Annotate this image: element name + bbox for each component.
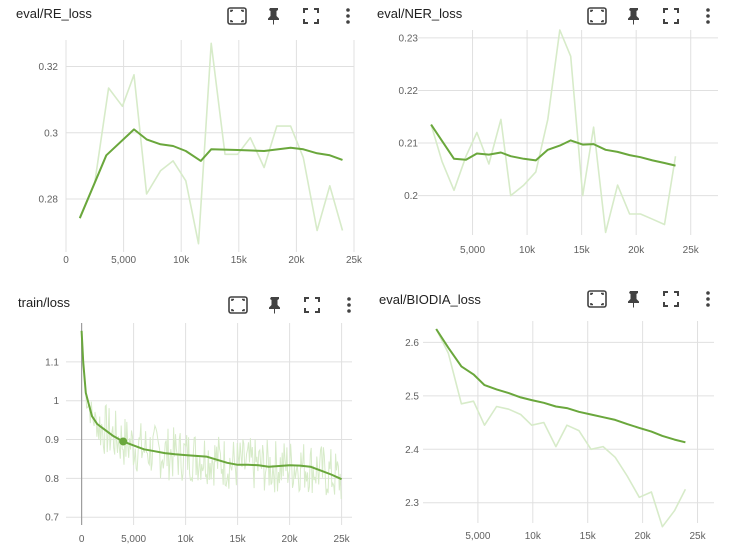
chart-toolbar	[226, 293, 356, 317]
x-tick-label: 5,000	[460, 245, 485, 256]
x-tick-label: 15k	[580, 531, 597, 542]
y-tick-label: 0.23	[399, 33, 419, 44]
x-tick-label: 10k	[178, 534, 195, 545]
x-tick-label: 10k	[173, 255, 190, 266]
fit-domain-icon	[663, 291, 679, 307]
more-options-button[interactable]	[696, 287, 720, 311]
y-tick-label: 0.2	[404, 191, 418, 202]
more-vert-icon	[346, 8, 350, 24]
y-tick-label: 0.22	[399, 86, 419, 97]
y-tick-label: 2.6	[405, 338, 419, 349]
more-vert-icon	[706, 8, 710, 24]
y-tick-label: 0.8	[45, 474, 59, 485]
y-tick-label: 0.3	[44, 128, 58, 139]
raw-series-line	[430, 29, 677, 234]
x-tick-label: 20k	[635, 531, 652, 542]
chart-plot: 0 5,000 10k 15k 20k 25k 0.28 0.3 0.32	[39, 40, 363, 266]
smoothed-series-line	[80, 330, 343, 481]
more-options-button[interactable]	[696, 4, 720, 28]
x-tick-label: 0	[63, 255, 69, 266]
x-tick-label: 25k	[334, 534, 351, 545]
x-tick-label: 20k	[628, 245, 645, 256]
chart-title: train/loss	[18, 295, 71, 310]
fullscreen-button[interactable]	[585, 4, 609, 28]
more-vert-icon	[706, 291, 710, 307]
chart-card-re-loss: eval/RE_loss 0 5,000 10k 15k 20k 25k 0.28 0.3 0.…	[0, 0, 374, 280]
fullscreen-button[interactable]	[225, 4, 249, 28]
raw-loss-line	[84, 380, 342, 500]
y-tick-label: 0.28	[39, 195, 59, 206]
x-tick-label: 20k	[288, 255, 305, 266]
more-vert-icon	[347, 297, 351, 313]
x-tick-label: 5,000	[111, 255, 136, 266]
x-tick-label: 25k	[689, 531, 706, 542]
y-tick-label: 2.5	[405, 391, 419, 402]
chart-card-ner-loss: eval/NER_loss 5,000 10k 15k 20k 25k 0.2 0.21 0.…	[374, 0, 748, 280]
x-tick-label: 15k	[574, 245, 591, 256]
chart-toolbar	[585, 4, 715, 28]
pin-button[interactable]	[262, 4, 286, 28]
raw-series-line	[79, 42, 344, 245]
x-tick-label: 5,000	[121, 534, 146, 545]
y-tick-label: 2.3	[405, 498, 419, 509]
fit-domain-button[interactable]	[300, 293, 324, 317]
pin-button[interactable]	[622, 4, 646, 28]
y-tick-label: 0.21	[399, 139, 419, 150]
fit-domain-icon	[304, 297, 320, 313]
x-tick-label: 15k	[230, 534, 247, 545]
y-tick-label: 0.32	[39, 62, 59, 73]
pin-icon	[628, 291, 639, 308]
chart-title: eval/RE_loss	[16, 6, 92, 21]
chart-plot: 0 5,000 10k 15k 20k 25k 0.7 0.8 0.9 1 1.1	[45, 323, 352, 545]
pin-button[interactable]	[263, 293, 287, 317]
chart-card-biodia-loss: eval/BIODIA_loss 5,000 10k 15k 20k 25k 2.3 2.4…	[374, 280, 748, 560]
fullscreen-icon	[228, 296, 248, 314]
chart-plot: 5,000 10k 15k 20k 25k 0.2 0.21 0.22 0.23	[399, 29, 718, 256]
pin-icon	[628, 8, 639, 25]
x-tick-label: 25k	[683, 245, 700, 256]
fit-domain-button[interactable]	[659, 4, 683, 28]
y-tick-label: 1	[53, 396, 59, 407]
fullscreen-icon	[587, 290, 607, 308]
fullscreen-button[interactable]	[585, 287, 609, 311]
x-tick-label: 25k	[346, 255, 363, 266]
fit-domain-icon	[303, 8, 319, 24]
chart-toolbar	[225, 4, 355, 28]
pin-icon	[268, 8, 279, 25]
smoothed-series-line	[435, 328, 686, 444]
x-tick-label: 20k	[282, 534, 299, 545]
chart-toolbar	[585, 287, 715, 311]
x-tick-label: 15k	[231, 255, 248, 266]
y-tick-label: 0.9	[45, 435, 59, 446]
x-tick-label: 0	[79, 534, 85, 545]
fullscreen-button[interactable]	[226, 293, 250, 317]
fit-domain-button[interactable]	[659, 287, 683, 311]
x-tick-label: 5,000	[465, 531, 490, 542]
raw-series-line	[435, 328, 687, 528]
fit-domain-icon	[663, 8, 679, 24]
x-tick-label: 10k	[525, 531, 542, 542]
smoothed-series-line	[430, 124, 676, 167]
chart-plot: 5,000 10k 15k 20k 25k 2.3 2.4 2.5 2.6	[405, 321, 714, 542]
more-options-button[interactable]	[336, 4, 360, 28]
pin-icon	[269, 297, 280, 314]
y-tick-label: 0.7	[45, 513, 59, 524]
pin-button[interactable]	[622, 287, 646, 311]
chart-title: eval/NER_loss	[377, 6, 463, 21]
fullscreen-icon	[587, 7, 607, 25]
fullscreen-icon	[227, 7, 247, 25]
chart-card-train-loss: train/loss 0 5,000 10k 15k 20k 25k 0.7 0.8 0.9 1 1…	[0, 280, 374, 560]
more-options-button[interactable]	[337, 293, 361, 317]
hover-marker[interactable]	[119, 437, 128, 446]
fit-domain-button[interactable]	[299, 4, 323, 28]
smoothed-series-line	[78, 128, 343, 219]
chart-title: eval/BIODIA_loss	[379, 292, 481, 307]
x-tick-label: 10k	[519, 245, 536, 256]
y-tick-label: 1.1	[45, 357, 59, 368]
y-tick-label: 2.4	[405, 445, 419, 456]
